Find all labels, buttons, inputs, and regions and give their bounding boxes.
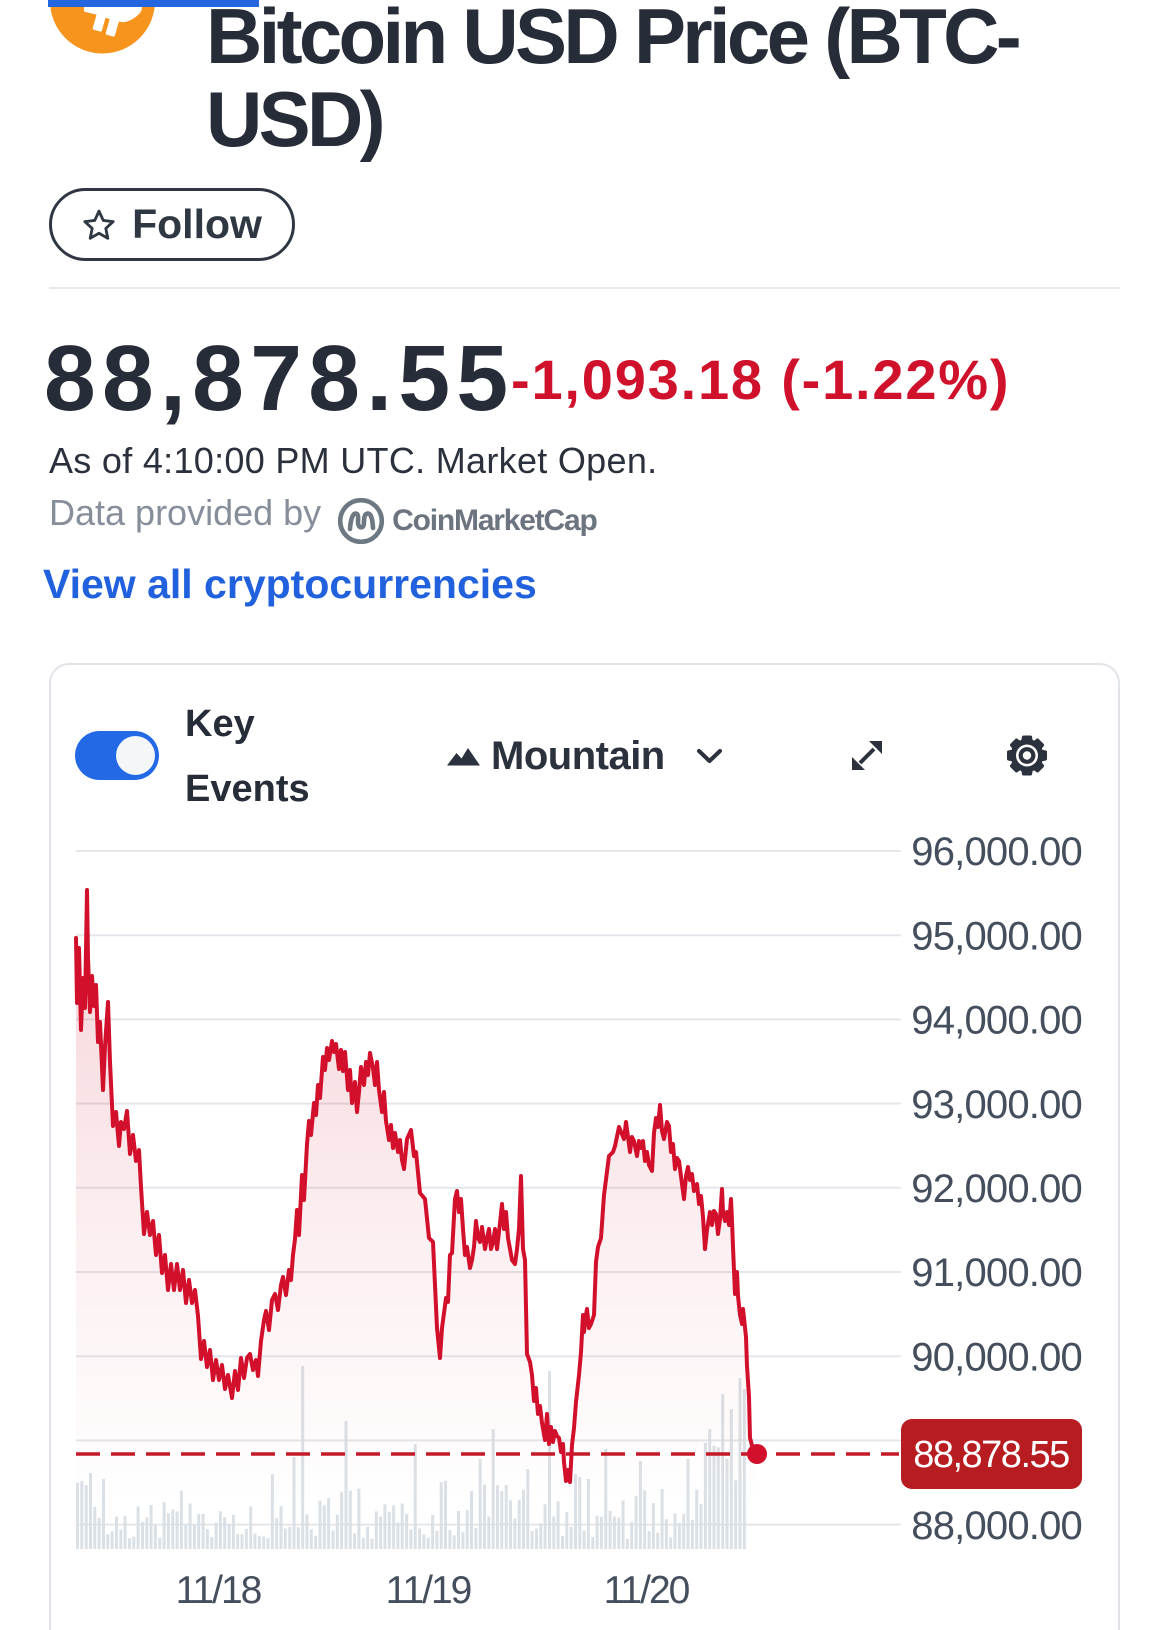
svg-text:88,000.00: 88,000.00 <box>911 1504 1082 1548</box>
svg-text:90,000.00: 90,000.00 <box>911 1335 1082 1379</box>
svg-text:95,000.00: 95,000.00 <box>911 914 1082 958</box>
svg-text:88,878.55: 88,878.55 <box>913 1434 1069 1476</box>
svg-text:91,000.00: 91,000.00 <box>911 1251 1082 1295</box>
svg-text:92,000.00: 92,000.00 <box>911 1167 1082 1211</box>
svg-text:94,000.00: 94,000.00 <box>911 999 1082 1043</box>
svg-text:96,000.00: 96,000.00 <box>911 830 1082 874</box>
svg-text:11/18: 11/18 <box>176 1569 261 1612</box>
svg-text:93,000.00: 93,000.00 <box>911 1083 1082 1127</box>
svg-text:11/20: 11/20 <box>604 1569 690 1612</box>
svg-text:11/19: 11/19 <box>386 1569 471 1612</box>
